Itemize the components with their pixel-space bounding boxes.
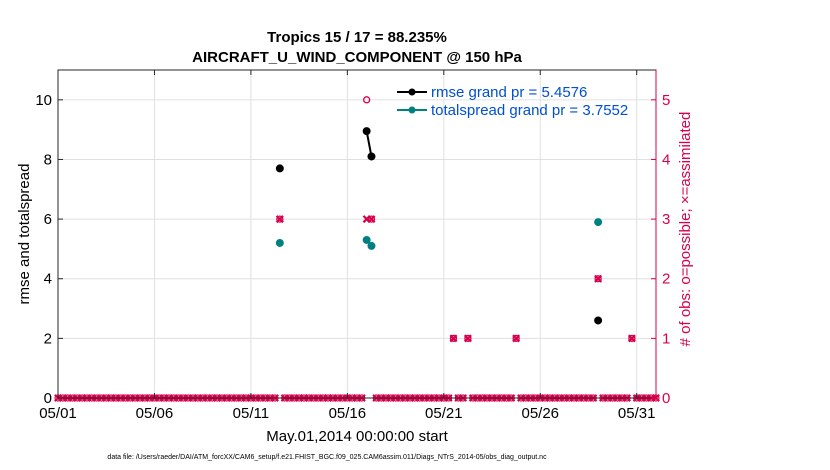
y2-tick-label: 2 xyxy=(662,271,670,288)
x-tick-label: 05/31 xyxy=(618,405,656,422)
obs-assimilated-point xyxy=(463,334,472,343)
series-point xyxy=(362,235,371,244)
obs-possible-point xyxy=(362,96,371,104)
x-axis: 05/01 05/06 05/11 05/16 05/21 05/26 05/31 xyxy=(39,70,655,422)
obs-assimilated-point xyxy=(275,215,284,224)
y2-tick-label: 5 xyxy=(662,92,670,109)
footnote: data file: /Users/raeder/DAI/ATM_forcXX/… xyxy=(107,454,547,461)
y-tick-label: 6 xyxy=(44,211,52,228)
y-axis-label: rmse and totalspread xyxy=(16,164,33,305)
series-point xyxy=(367,152,376,161)
x-tick-label: 05/06 xyxy=(136,405,174,422)
obs-assimilated-point xyxy=(367,215,376,224)
obs-assimilated-point xyxy=(627,334,636,343)
series-point xyxy=(367,241,376,250)
chart-title: Tropics 15 / 17 = 88.235% xyxy=(267,29,447,46)
obs-possible-point xyxy=(594,275,602,283)
plot-frame xyxy=(57,69,657,399)
series-point xyxy=(275,164,284,173)
legend-label: rmse grand pr = 5.4576 xyxy=(431,84,587,101)
y-axis-right: 0 1 2 3 4 5 xyxy=(651,92,670,407)
legend-marker xyxy=(408,88,416,96)
x-tick-label: 05/01 xyxy=(39,405,77,422)
x-tick-label: 05/26 xyxy=(521,405,559,422)
series-point xyxy=(594,218,603,227)
y2-tick-label: 0 xyxy=(662,390,670,407)
x-tick-label: 05/16 xyxy=(329,405,367,422)
obs-possible-point xyxy=(464,334,472,343)
obs-possible-point xyxy=(512,334,520,343)
plot-marks xyxy=(54,96,660,402)
x-axis-label: May.01,2014 00:00:00 start xyxy=(266,428,448,445)
y2-axis-label: # of obs: o=possible; ×=assimilated xyxy=(677,112,694,347)
x-tick-label: 05/11 xyxy=(233,405,269,422)
y2-tick-label: 3 xyxy=(662,211,670,228)
legend-marker xyxy=(408,106,416,114)
obs-assimilated-point xyxy=(512,334,521,343)
y-axis-left: 0 2 4 6 8 10 xyxy=(35,92,63,407)
obs-possible-point xyxy=(449,334,458,343)
series-line-segment xyxy=(365,130,373,157)
series-point xyxy=(275,238,284,247)
grid xyxy=(57,70,656,399)
obs-assimilated-point xyxy=(594,274,603,283)
y-tick-label: 10 xyxy=(35,92,52,109)
y-tick-label: 0 xyxy=(44,390,52,407)
series-point xyxy=(362,127,371,136)
x-tick-label: 05/21 xyxy=(425,405,463,422)
y2-tick-label: 1 xyxy=(662,330,670,347)
legend-label: totalspread grand pr = 3.7552 xyxy=(431,102,628,119)
chart-subtitle: AIRCRAFT_U_WIND_COMPONENT @ 150 hPa xyxy=(192,49,522,66)
obs-possible-point xyxy=(628,334,636,343)
y2-tick-label: 4 xyxy=(662,151,670,168)
obs-possible-point xyxy=(367,215,376,223)
y-tick-label: 4 xyxy=(44,271,52,288)
series-point xyxy=(594,316,603,325)
y-tick-label: 2 xyxy=(44,330,52,347)
obs-possible-point xyxy=(276,215,284,223)
obs-assimilated-point xyxy=(449,334,458,343)
y-tick-label: 8 xyxy=(44,151,52,168)
